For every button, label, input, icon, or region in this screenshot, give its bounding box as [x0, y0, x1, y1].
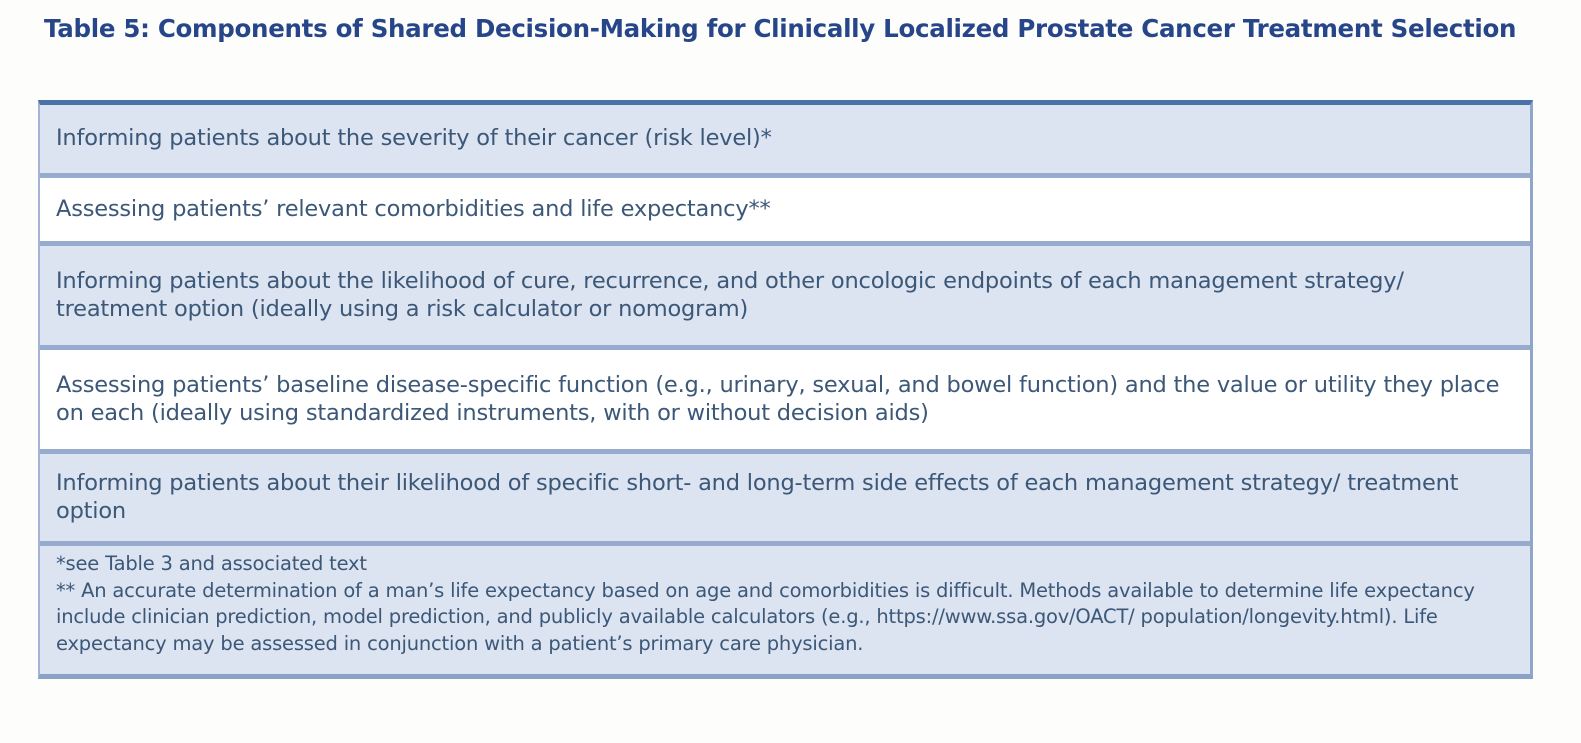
table-footnote: *see Table 3 and associated text ** An a…: [40, 541, 1530, 674]
table-row-text: Informing patients about the severity of…: [56, 125, 772, 152]
table-row-comorbidities: Assessing patients’ relevant comorbiditi…: [40, 173, 1530, 241]
table-row-oncologic-endpoints: Informing patients about the likelihood …: [40, 241, 1530, 345]
table-row-text: Informing patients about their likelihoo…: [56, 470, 1459, 524]
table-row-text: Informing patients about the likelihood …: [56, 268, 1404, 322]
table-row-text: Assessing patients’ baseline disease-spe…: [56, 372, 1500, 426]
table-row-side-effects: Informing patients about their likelihoo…: [40, 449, 1530, 541]
table-row-baseline-function: Assessing patients’ baseline disease-spe…: [40, 345, 1530, 449]
footnote-double-asterisk: ** An accurate determination of a man’s …: [56, 578, 1475, 655]
shared-decision-making-table: Informing patients about the severity of…: [38, 100, 1533, 679]
table-title: Table 5: Components of Shared Decision-M…: [44, 14, 1517, 43]
table-row-severity: Informing patients about the severity of…: [40, 105, 1530, 173]
footnote-asterisk: *see Table 3 and associated text: [56, 552, 367, 575]
table-row-text: Assessing patients’ relevant comorbiditi…: [56, 195, 771, 222]
